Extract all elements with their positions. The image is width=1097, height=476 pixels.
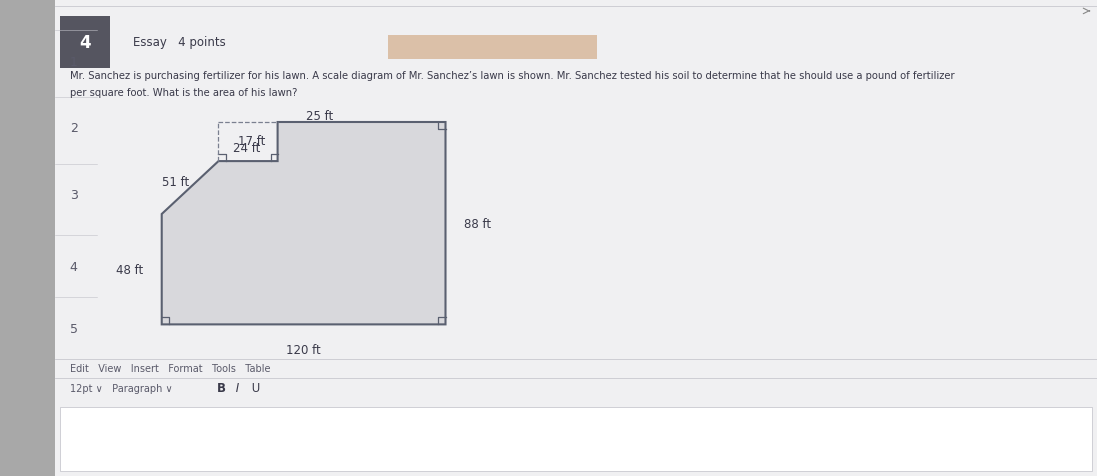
FancyBboxPatch shape xyxy=(60,17,110,69)
Text: 12pt ∨   Paragraph ∨: 12pt ∨ Paragraph ∨ xyxy=(70,383,173,393)
Text: per square foot. What is the area of his lawn?: per square foot. What is the area of his… xyxy=(70,88,298,98)
Text: 5: 5 xyxy=(69,322,78,335)
Text: Edit   View   Insert   Format   Tools   Table: Edit View Insert Format Tools Table xyxy=(70,363,271,373)
Text: 1: 1 xyxy=(70,55,78,69)
Text: 51 ft: 51 ft xyxy=(162,176,190,189)
Text: 25 ft: 25 ft xyxy=(306,109,333,122)
Text: 88 ft: 88 ft xyxy=(464,217,491,230)
Text: I: I xyxy=(233,381,239,395)
Text: Essay   4 points: Essay 4 points xyxy=(133,36,226,50)
Text: 2: 2 xyxy=(70,122,78,135)
Text: 24 ft: 24 ft xyxy=(234,142,261,155)
Text: 48 ft: 48 ft xyxy=(115,263,143,276)
Text: 4: 4 xyxy=(70,260,78,273)
Text: 4: 4 xyxy=(79,34,91,52)
Text: B: B xyxy=(216,381,225,395)
FancyBboxPatch shape xyxy=(388,36,597,60)
Text: 17 ft: 17 ft xyxy=(238,135,265,148)
FancyBboxPatch shape xyxy=(60,407,1092,471)
Text: 3: 3 xyxy=(70,188,78,202)
Text: Mr. Sanchez is purchasing fertilizer for his lawn. A scale diagram of Mr. Sanche: Mr. Sanchez is purchasing fertilizer for… xyxy=(70,71,955,81)
Polygon shape xyxy=(161,123,445,325)
Text: 120 ft: 120 ft xyxy=(286,343,321,356)
FancyBboxPatch shape xyxy=(55,0,1097,476)
Text: U: U xyxy=(248,381,260,395)
